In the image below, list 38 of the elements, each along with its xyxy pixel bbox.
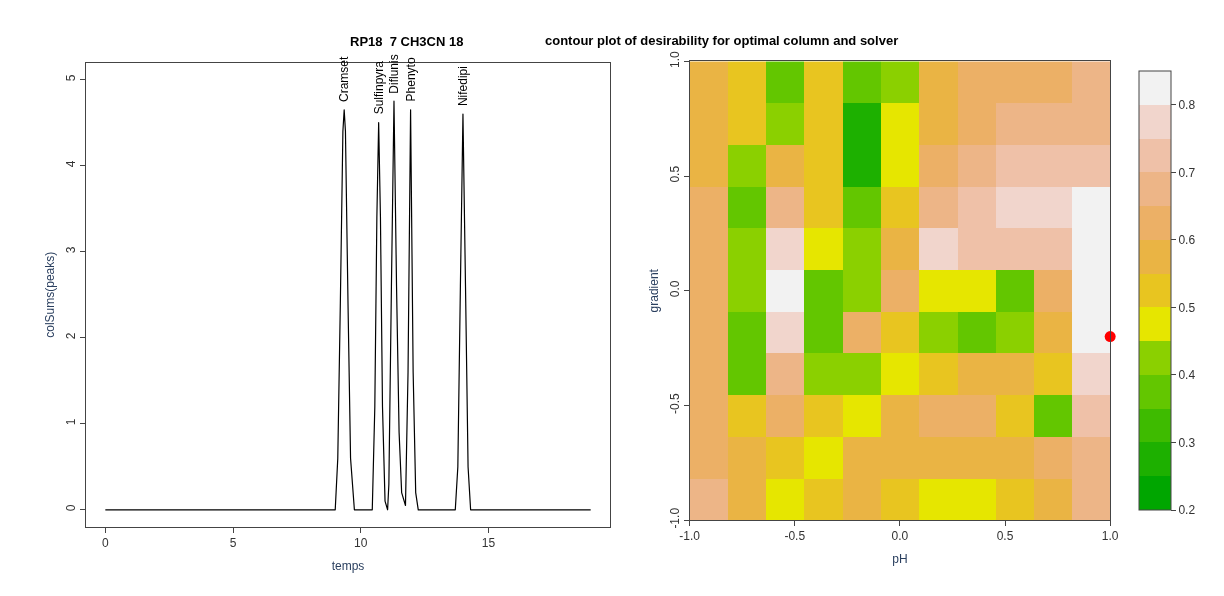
y-tick-label: 1.0 xyxy=(667,50,682,68)
annotation: Diflunis xyxy=(387,54,402,94)
y-tick-label: 5 xyxy=(64,74,79,82)
x-tick-label: -1.0 xyxy=(679,529,701,544)
chart-title: contour plot of desirability for optimal column and solver xyxy=(545,33,899,48)
y-tick-label: -1.0 xyxy=(667,507,682,529)
annotation: Nifedipi xyxy=(455,66,470,107)
color-bar-label: 0.5 xyxy=(1178,300,1196,315)
y-tick-label: 0.0 xyxy=(667,280,682,298)
x-tick-label: 0.0 xyxy=(891,529,909,544)
annotation: Sulfinpyra xyxy=(371,60,386,115)
color-bar-label: 0.8 xyxy=(1178,98,1196,113)
x-axis-title: pH xyxy=(892,552,908,567)
x-tick-label: -0.5 xyxy=(784,529,806,544)
y-tick-label: 3 xyxy=(64,246,79,254)
x-tick-label: 1.0 xyxy=(1101,529,1119,544)
annotation: Cramset xyxy=(337,55,352,102)
y-axis-title: colSums(peaks) xyxy=(43,251,58,338)
y-tick-label: 0.5 xyxy=(667,165,682,183)
chart-title: RP18 7 CH3CN 18 xyxy=(350,34,464,49)
y-tick-label: 2 xyxy=(64,332,79,340)
color-bar-label: 0.7 xyxy=(1178,165,1196,180)
x-tick-label: 0.5 xyxy=(996,529,1014,544)
x-axis-title: temps xyxy=(331,559,365,574)
x-tick-label: 15 xyxy=(481,536,496,551)
y-tick-label: -0.5 xyxy=(667,392,682,414)
y-tick-label: 4 xyxy=(64,160,79,168)
annotation: Phenyto xyxy=(403,57,418,102)
y-tick-label: 1 xyxy=(64,418,79,426)
color-bar-label: 0.6 xyxy=(1178,233,1196,248)
y-axis-title: gradient xyxy=(647,268,662,313)
color-bar-label: 0.2 xyxy=(1178,503,1196,518)
color-bar-label: 0.4 xyxy=(1178,368,1196,383)
color-bar-label: 0.3 xyxy=(1178,435,1196,450)
y-tick-label: 0 xyxy=(64,504,79,512)
x-tick-label: 0 xyxy=(101,536,109,551)
x-tick-label: 10 xyxy=(354,536,368,551)
x-tick-label: 5 xyxy=(229,536,237,551)
